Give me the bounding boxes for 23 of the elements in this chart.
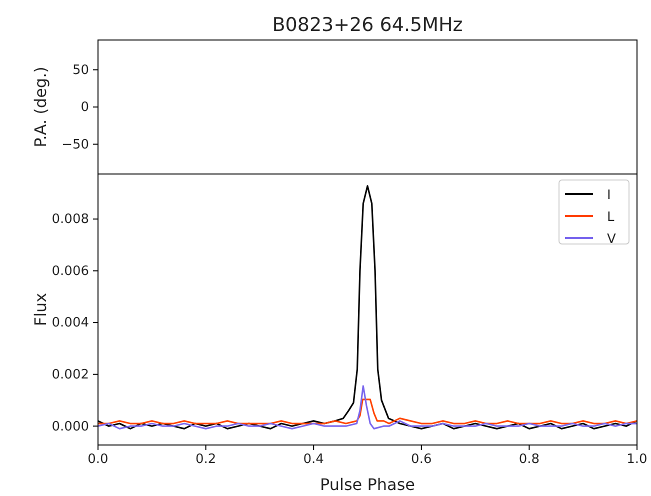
legend-label: I [607, 188, 611, 203]
y-tick-label: 0.002 [52, 368, 89, 382]
y-axis-title: Flux [31, 292, 50, 326]
x-tick-label: 0.8 [518, 452, 540, 468]
y-tick-label: 0.000 [52, 419, 89, 434]
chart-title: B0823+26 64.5MHz [272, 14, 463, 36]
y-tick-label: 0 [80, 100, 89, 116]
y-axis-title: P.A. (deg.) [31, 66, 50, 148]
y-tick-label: 50 [72, 62, 89, 78]
y-tick-label: 0.006 [52, 264, 89, 279]
x-tick-label: 1.0 [626, 452, 648, 468]
y-tick-label: −50 [62, 137, 89, 152]
y-tick-label: 0.004 [52, 316, 89, 331]
x-tick-label: 0.4 [303, 452, 324, 468]
legend-label: V [607, 232, 616, 247]
x-tick-label: 0.2 [195, 452, 216, 468]
legend-label: L [607, 210, 615, 225]
x-tick-label: 0.6 [411, 452, 432, 468]
line-series [98, 398, 637, 424]
x-axis-title: Pulse Phase [320, 475, 415, 494]
x-tick-label: 0.0 [88, 452, 108, 468]
line-series [98, 385, 637, 430]
y-tick-label: 0.008 [52, 212, 89, 228]
